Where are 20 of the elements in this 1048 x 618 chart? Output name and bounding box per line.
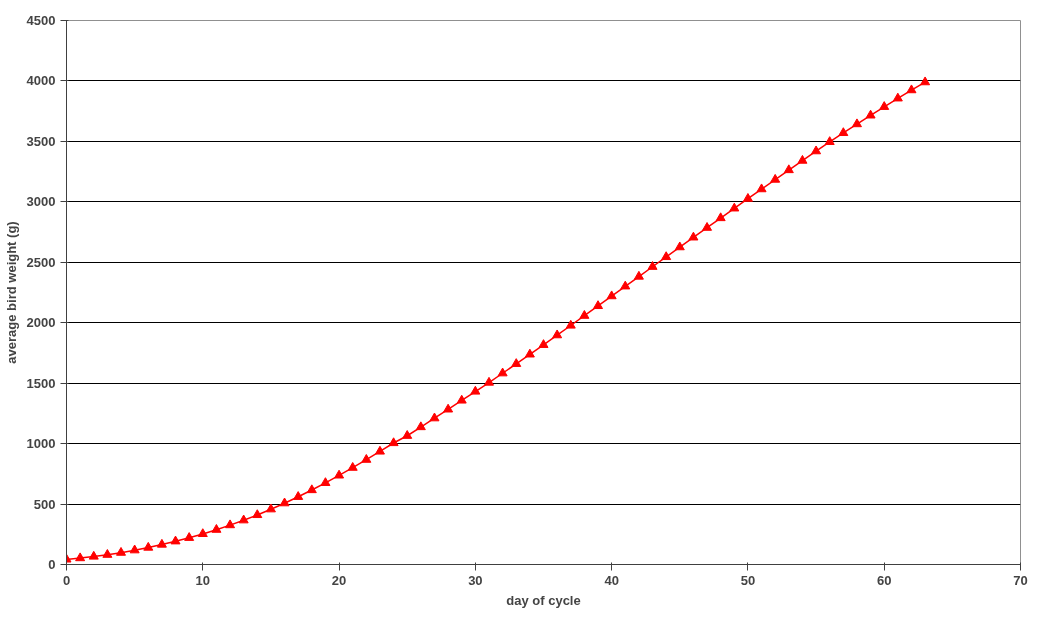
y-tick-label: 1000 [26,436,56,452]
y-tick-label: 3500 [26,133,56,149]
y-tick-label: 500 [33,496,56,512]
x-tick-label: 0 [62,572,71,588]
y-axis-title: average bird weight (g) [3,221,19,364]
x-tick-label: 70 [1013,572,1028,588]
x-tick-label: 20 [331,572,347,588]
x-tick-label: 30 [468,572,483,588]
x-tick-label: 50 [740,572,756,588]
y-tick-label: 0 [48,557,56,572]
x-tick-label: 60 [876,572,892,588]
x-tick-label: 10 [195,572,211,588]
y-tick-label: 4000 [26,73,56,89]
y-tick-label: 1500 [26,375,56,391]
x-tick-label: 40 [604,572,619,588]
y-tick-label: 4500 [26,13,56,28]
y-tick-label: 2500 [26,254,56,270]
y-tick-label: 2000 [26,315,56,331]
y-tick-label: 3000 [26,194,56,210]
x-axis-title: day of cycle [506,592,581,608]
